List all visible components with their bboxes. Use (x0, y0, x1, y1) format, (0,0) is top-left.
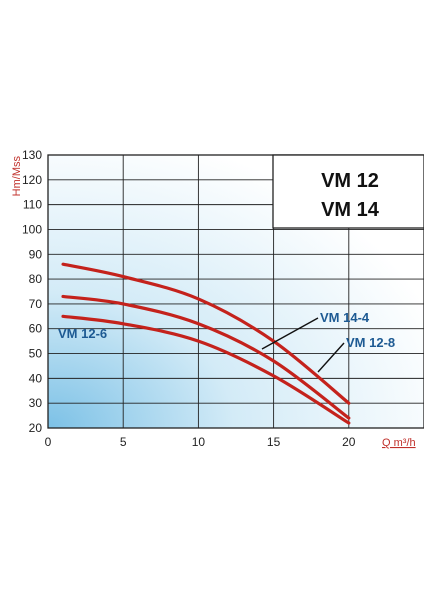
y-tick-label: 110 (23, 198, 42, 212)
tick-labels: 20 30 40 50 60 70 80 90 100 110 120 130 0 5 10 15 20 (22, 148, 356, 449)
series-curves (61, 262, 351, 425)
y-tick-label: 120 (22, 173, 42, 187)
series-line-vm-12-8 (61, 294, 351, 420)
series-label-vm-12-6: VM 12-6 (58, 326, 107, 341)
y-tick-label: 50 (29, 347, 43, 361)
y-tick-label: 70 (29, 297, 43, 311)
x-tick-label: 5 (120, 435, 127, 449)
x-axis-label: Q m³/h (382, 437, 416, 449)
chart-title-line-2: VM 14 (321, 199, 380, 221)
x-tick-label: 10 (192, 435, 206, 449)
series-label-vm-12-8-text: VM 12-8 (346, 335, 395, 350)
y-tick-label: 130 (22, 148, 42, 162)
series-label-vm-14-4: VM 14-4 (261, 310, 370, 350)
series-label-vm-12-8: VM 12-8 (317, 335, 395, 373)
plot-frame (47, 154, 424, 429)
x-tick-label: 20 (342, 435, 356, 449)
chart-title-line-1: VM 12 (321, 170, 379, 192)
y-tick-label: 90 (29, 247, 43, 261)
x-tick-label: 15 (267, 435, 281, 449)
x-tick-label: 0 (45, 435, 52, 449)
title-box: VM 12 VM 14 (272, 154, 424, 229)
y-tick-label: 60 (29, 322, 43, 336)
y-tick-label: 30 (29, 396, 43, 410)
y-tick-label: 100 (22, 222, 42, 236)
y-tick-label: 40 (29, 371, 43, 385)
y-axis-label: Hm/Mss (11, 156, 23, 197)
y-tick-label: 80 (29, 272, 43, 286)
series-line-vm-14-4 (61, 262, 351, 405)
series-line-vm-12-6 (61, 314, 351, 425)
series-label-vm-14-4-text: VM 14-4 (320, 310, 370, 325)
y-tick-label: 20 (29, 421, 43, 435)
